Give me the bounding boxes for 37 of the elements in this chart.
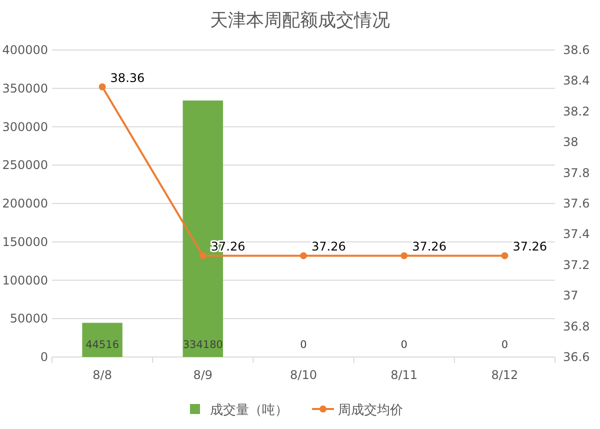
- data-label: 44516: [86, 339, 120, 351]
- x-tick-label: 8/11: [390, 368, 418, 382]
- y2-tick-label: 38.2: [563, 104, 590, 118]
- y-tick-label: 100000: [2, 273, 48, 288]
- y-tick-label: 200000: [2, 196, 48, 210]
- y2-tick-label: 37: [563, 288, 578, 303]
- y-tick-label: 250000: [2, 158, 48, 172]
- legend-label: 成交量（吨）: [210, 402, 288, 418]
- data-label: 38.36: [110, 70, 145, 85]
- y2-tick-label: 38.4: [563, 74, 590, 88]
- data-label: 0: [300, 339, 307, 351]
- chart-title: 天津本周配额成交情况: [210, 10, 390, 31]
- x-tick-label: 8/10: [290, 368, 317, 382]
- data-label: 37.26: [512, 240, 548, 254]
- y2-tick-label: 38: [563, 135, 578, 150]
- y-tick-label: 300000: [2, 120, 48, 134]
- data-label: 334180: [182, 339, 223, 351]
- y2-tick-label: 36.6: [563, 350, 590, 364]
- y2-tick-label: 37.8: [563, 166, 590, 180]
- y-tick-label: 400000: [2, 43, 48, 57]
- legend-label: 周成交均价: [338, 402, 403, 418]
- y-tick-label: 150000: [2, 234, 48, 249]
- data-label: 0: [501, 339, 508, 351]
- x-tick-label: 8/12: [491, 368, 518, 382]
- data-label: 37.26: [312, 240, 346, 254]
- x-tick-label: 8/9: [193, 368, 213, 382]
- y2-tick-label: 37.2: [563, 258, 590, 272]
- y2-tick-label: 38.6: [563, 43, 590, 57]
- y2-tick-label: 37.4: [563, 227, 590, 242]
- y-tick-label: 350000: [2, 81, 48, 96]
- y2-tick-label: 36.8: [563, 319, 590, 334]
- y2-tick-label: 37.6: [563, 196, 590, 210]
- y-tick-label: 50000: [10, 312, 48, 326]
- x-tick-label: 8/8: [92, 368, 112, 382]
- y-tick-label: 0: [40, 350, 48, 364]
- data-label: 0: [400, 339, 408, 351]
- data-label: 37.26: [412, 240, 446, 254]
